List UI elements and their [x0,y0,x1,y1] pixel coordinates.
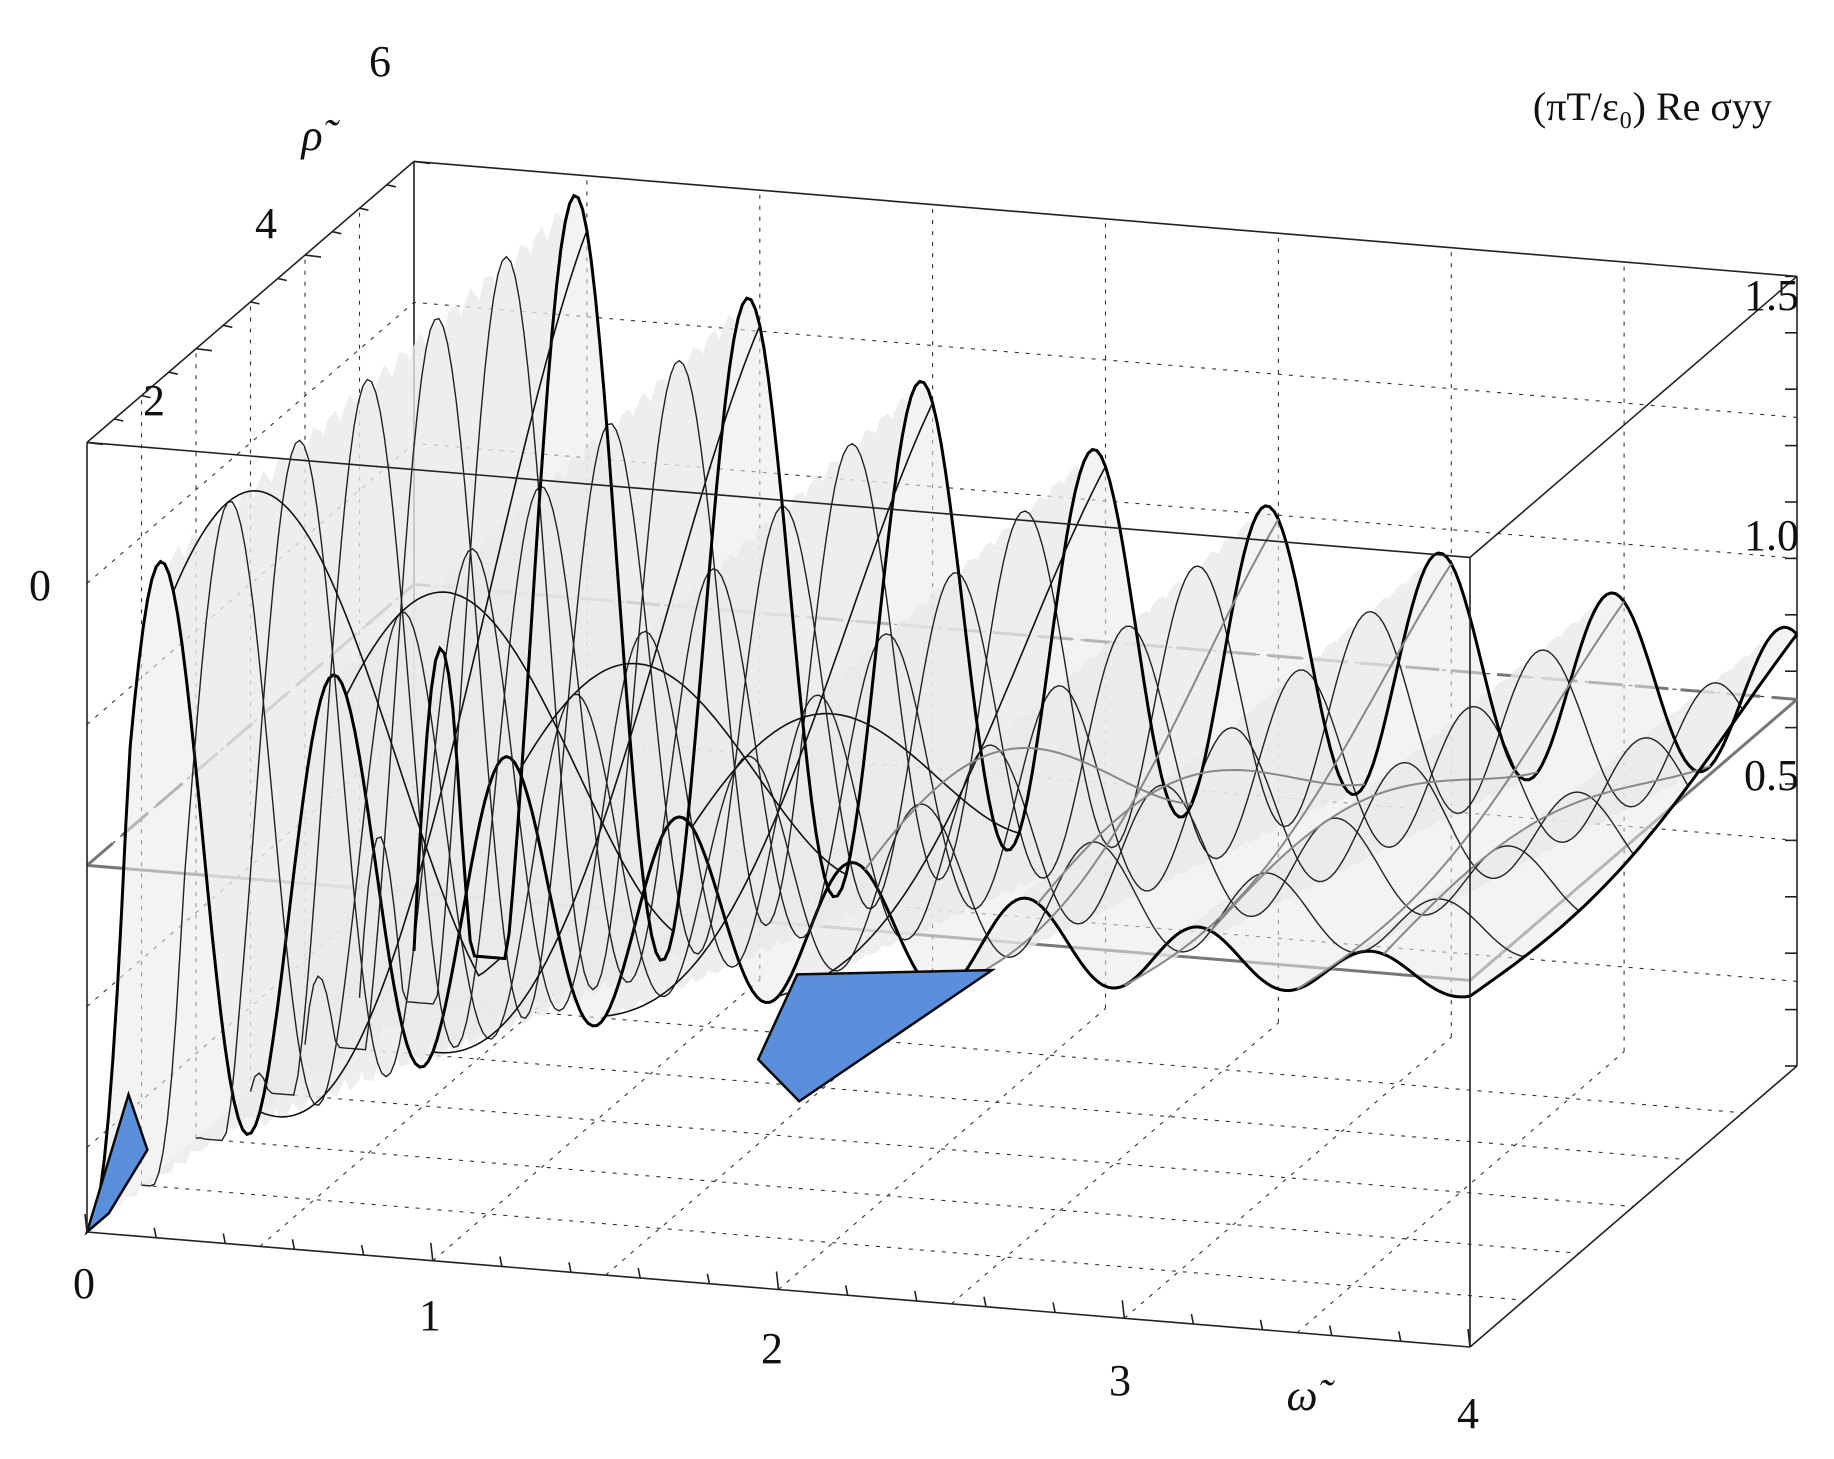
tick-omega-7 [568,1262,572,1273]
tick-omega-19 [1398,1331,1402,1342]
tick-rho-0 [86,441,104,446]
z-tick-labels: 0.5 1.0 1.5 [1744,271,1799,800]
surface-strip-16 [305,304,1702,1050]
highlight-region-valley [756,968,997,1103]
y-tick-label-6: 6 [369,37,391,86]
x-tick-label-2: 2 [761,1324,783,1373]
tick-rho-10 [359,207,369,211]
x-tick-label-4: 4 [1457,1389,1479,1438]
y-tick-label-4: 4 [255,199,277,248]
tick-omega-2 [222,1233,227,1244]
y-tick-label-0: 0 [29,561,51,610]
box-back-edge-1 [413,160,1798,278]
grid-floor-r-4 [359,997,1743,1114]
tick-rho-12 [413,160,431,165]
tick-omega-4 [360,1244,365,1256]
tick-omega-13 [983,1296,987,1307]
mesh-omega-line-4 [432,325,761,1054]
tick-omega-16 [1190,1313,1195,1325]
bounding-box-front [86,275,1798,1348]
mesh-omega-line-10 [950,518,1280,989]
tick-omega-11 [844,1285,849,1296]
highlight-regions [84,968,997,1236]
tick-omega-10 [775,1271,780,1290]
tick-omega-0 [84,1213,88,1233]
mesh-omega-line-12 [1123,563,1453,987]
tick-omega-18 [1328,1325,1333,1336]
grid-floor-r-1 [195,1137,1580,1254]
x-tick-labels: 0 1 2 3 4 [73,1259,1479,1438]
mesh-omega-line-2 [259,230,588,1118]
surface-right-boundary [1469,633,1799,998]
surface-strip-22 [386,211,1784,981]
tick-omega-8 [637,1267,641,1279]
tick-rho-5 [223,324,233,329]
surface [87,197,1797,1232]
x-tick-label-3: 3 [1109,1356,1131,1405]
box-front-edge-3 [86,441,1471,559]
mesh-omega-line-8 [778,466,1107,997]
tick-omega-14 [1052,1302,1056,1313]
mesh-omega-line-1 [172,489,501,977]
grid-floor-r-3 [304,1044,1689,1161]
axis-ticks [84,160,1797,1348]
grid-floor-w-4 [951,1022,1279,1305]
tick-omega-17 [1259,1319,1264,1330]
z-tick-label-10: 1.0 [1744,511,1799,560]
surface-strip-18 [332,275,1729,1027]
tick-rho-9 [332,230,342,235]
y-tick-label-2: 2 [143,376,165,425]
mesh-omega-line-6 [605,402,934,1017]
tick-omega-12 [914,1290,918,1302]
grid-floor-r-2 [250,1090,1634,1208]
x-axis-label: ω̃ [1286,1371,1335,1420]
mesh-omega-line-9 [864,747,1192,871]
z-axis-label: (πT/ε₀) Re σyy [1533,84,1772,129]
surface-strip-12 [250,364,1648,1096]
tick-omega-6 [499,1256,503,1267]
surface-strip-10 [223,395,1620,1118]
mesh-omega-line-3 [345,591,674,933]
box-front-edge-1 [1469,1065,1798,1348]
tick-rho-4 [195,347,213,352]
grid-floor-r-0 [141,1184,1525,1301]
tick-rho-7 [277,277,287,282]
y-tick-labels: 0 2 4 6 [29,37,391,610]
mesh-omega-line-15 [1382,764,1711,955]
tick-rho-11 [386,184,396,188]
z-tick-label-15: 1.5 [1744,271,1799,320]
mesh-omega-line-7 [691,712,1020,834]
surface-strip-17 [318,287,1716,1038]
tick-rho-6 [250,301,260,305]
tick-omega-3 [291,1239,296,1250]
tick-omega-1 [153,1227,157,1238]
x-tick-label-1: 1 [419,1291,441,1340]
mesh-omega-line-11 [1037,768,1365,905]
tick-rho-1 [114,418,124,422]
surface-mesh [85,193,1799,1233]
tick-rho-2 [141,394,151,399]
tick-omega-9 [706,1273,711,1284]
mesh-omega-line-13 [1209,771,1538,932]
highlight-region-origin [84,1090,149,1236]
tick-omega-20 [1467,1328,1471,1348]
mesh-omega-line-5 [518,662,847,876]
surface-strip-13 [264,352,1661,1084]
surface-strip-20 [359,244,1757,1004]
y-axis-label: ρ̃ [299,111,340,160]
tick-omega-5 [430,1242,434,1261]
surface-strip-19 [345,256,1743,1016]
grid-floor-w-5 [1123,1036,1452,1319]
tick-rho-3 [168,371,178,375]
z-tick-label-05: 0.5 [1744,751,1799,800]
surface-strip-11 [236,381,1634,1107]
surface-strip-15 [291,319,1688,1061]
grid-floor-w-6 [1296,1051,1625,1334]
x-tick-label-0: 0 [73,1259,95,1308]
tick-omega-15 [1121,1300,1126,1319]
tick-rho-8 [304,254,322,258]
box-front-edge-5 [1469,275,1798,559]
mesh-omega-line-14 [1296,601,1625,990]
